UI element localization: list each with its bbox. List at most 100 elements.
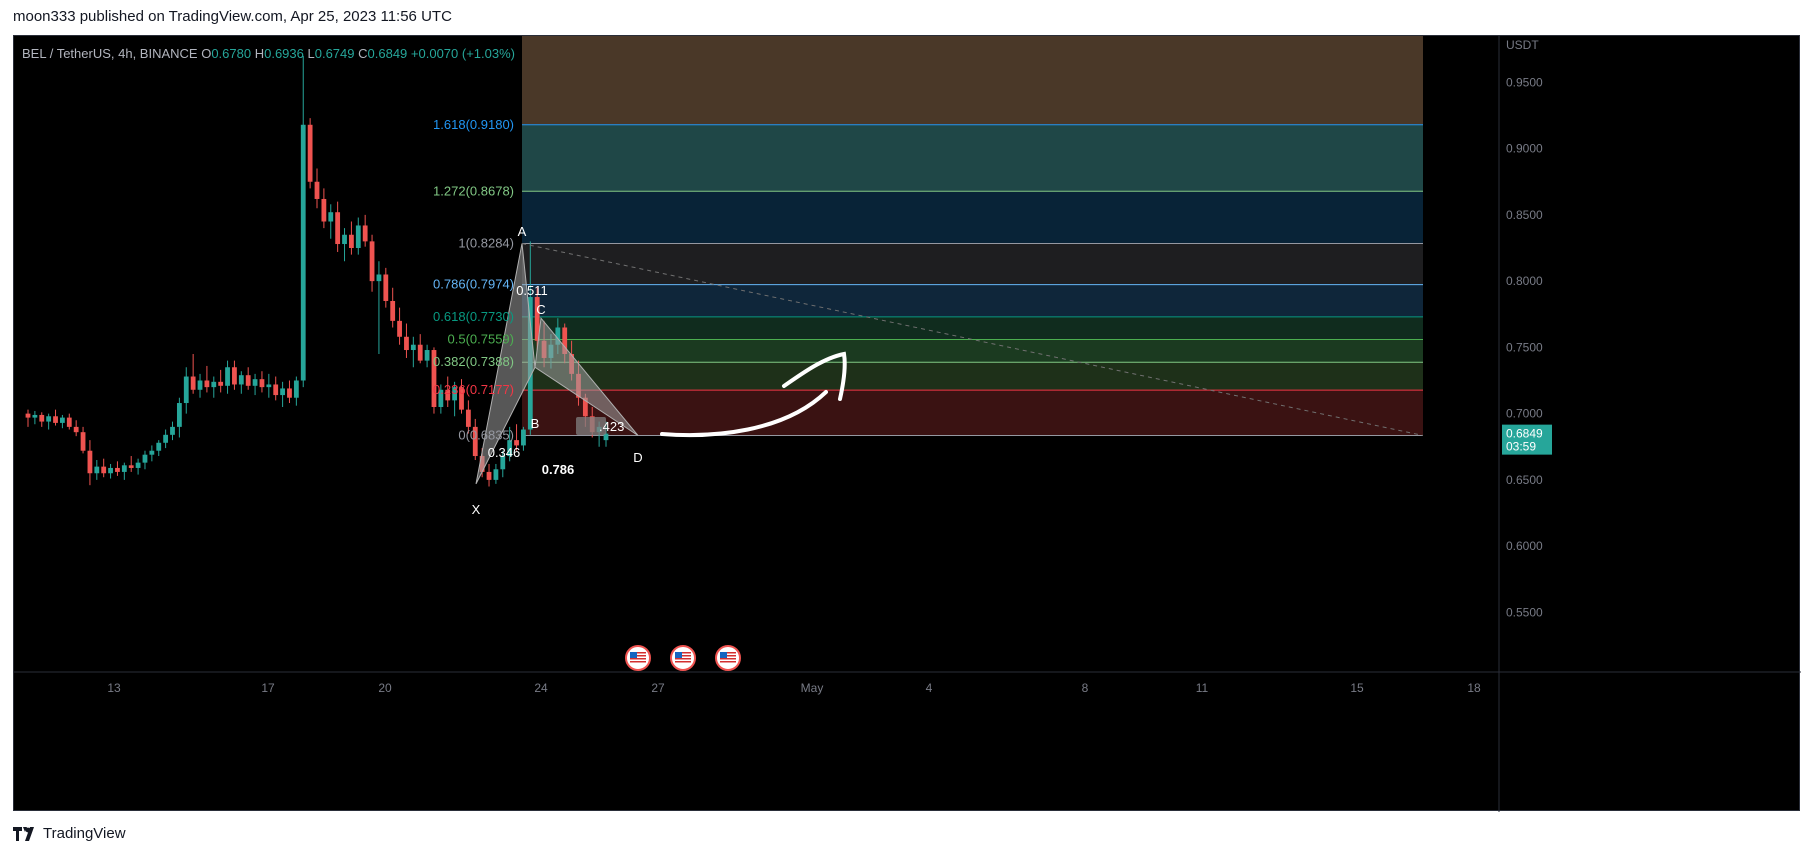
candle-body bbox=[314, 181, 320, 199]
bar-countdown: 03:59 bbox=[1506, 440, 1536, 454]
candle-body bbox=[300, 124, 306, 381]
candle bbox=[142, 450, 148, 470]
time-tick-label: 18 bbox=[1467, 681, 1481, 695]
fib-lines bbox=[522, 124, 1423, 436]
price-tick-label: 0.9000 bbox=[1506, 142, 1543, 156]
candle bbox=[369, 234, 375, 292]
candle-body bbox=[410, 344, 416, 351]
time-axis: 13 17 20 24 27 May 4 8 11 15 18 bbox=[14, 671, 1801, 695]
candle bbox=[108, 463, 113, 479]
candle-body bbox=[383, 274, 389, 301]
candle-body bbox=[335, 212, 341, 245]
candle bbox=[534, 287, 540, 351]
us-flag-event-icon[interactable] bbox=[625, 645, 651, 671]
candle-body bbox=[328, 212, 334, 222]
candle-body bbox=[197, 380, 203, 390]
candle-body bbox=[355, 225, 361, 248]
time-tick-label: May bbox=[801, 681, 824, 695]
candle-body bbox=[349, 234, 354, 248]
candle bbox=[390, 287, 396, 328]
candle-body bbox=[156, 442, 162, 451]
candle-body bbox=[287, 388, 292, 398]
fib-level-label: 0.236(0.7177) bbox=[433, 382, 514, 397]
last-price-badge bbox=[1502, 424, 1552, 455]
candle-body bbox=[39, 414, 45, 422]
candle-body bbox=[46, 416, 52, 422]
chart-svg[interactable]: 1.618(0.9180) 1.272(0.8678) 1(0.8284) 0.786… bbox=[14, 36, 1801, 812]
price-tick-label: 0.7500 bbox=[1506, 340, 1543, 354]
candle-body bbox=[321, 198, 327, 222]
candle-body bbox=[101, 466, 107, 474]
candle bbox=[445, 376, 451, 407]
footer: TradingView bbox=[13, 825, 126, 842]
candle bbox=[197, 373, 203, 398]
change-value: +0.0070 (+1.03%) bbox=[410, 46, 515, 61]
time-tick-label: 20 bbox=[378, 681, 392, 695]
fib-level-label: 1(0.8284) bbox=[458, 235, 514, 250]
candle-body bbox=[307, 124, 313, 182]
time-tick-label: 27 bbox=[651, 681, 665, 695]
candle-body bbox=[514, 440, 519, 446]
candle-body bbox=[404, 336, 409, 351]
candle-body bbox=[438, 389, 444, 407]
us-flag-event-icon[interactable] bbox=[670, 645, 696, 671]
candle bbox=[493, 463, 499, 484]
candle bbox=[238, 371, 244, 394]
us-flag-stripe bbox=[720, 652, 736, 654]
candle-body bbox=[259, 379, 265, 388]
candle-body bbox=[170, 426, 175, 435]
candle bbox=[465, 400, 471, 434]
tradingview-logo-icon bbox=[13, 826, 34, 841]
fib-zone bbox=[522, 316, 1423, 340]
candle-body bbox=[176, 403, 182, 427]
candle-body bbox=[80, 432, 86, 451]
candle-body bbox=[493, 469, 499, 480]
candle bbox=[266, 373, 272, 398]
us-flag-stripe bbox=[630, 652, 646, 654]
fib-level-label: 0(0.6835) bbox=[458, 427, 514, 442]
chart-area[interactable]: 1.618(0.9180) 1.272(0.8678) 1(0.8284) 0.786… bbox=[13, 35, 1801, 812]
candle bbox=[417, 334, 423, 364]
us-flag-event-icon[interactable] bbox=[715, 645, 741, 671]
symbol-legend[interactable]: BEL / TetherUS, 4h, BINANCE O0.6780 H0.6… bbox=[22, 46, 515, 61]
us-flag-stripe bbox=[720, 658, 736, 660]
candle bbox=[204, 365, 210, 393]
candle-body bbox=[459, 387, 464, 410]
time-tick-label: 8 bbox=[1082, 681, 1089, 695]
candle bbox=[280, 381, 285, 407]
candle bbox=[438, 384, 444, 414]
pattern-ratio: 0.511 bbox=[516, 283, 548, 298]
candle bbox=[121, 462, 127, 480]
candle bbox=[53, 409, 58, 426]
candle bbox=[80, 426, 86, 454]
candle-body bbox=[555, 327, 561, 345]
candle-body bbox=[562, 327, 568, 354]
candle bbox=[328, 204, 334, 239]
candle bbox=[252, 373, 258, 396]
candle bbox=[60, 414, 65, 429]
candle-body bbox=[149, 450, 155, 455]
fib-zone bbox=[522, 124, 1423, 192]
candle-body bbox=[376, 274, 382, 282]
us-flag-stripe bbox=[720, 661, 736, 663]
fib-zone bbox=[522, 362, 1423, 391]
candle-body bbox=[238, 375, 244, 385]
candle-body bbox=[190, 376, 196, 390]
candle bbox=[32, 410, 38, 425]
time-tick-label: 15 bbox=[1350, 681, 1364, 695]
candle-body bbox=[293, 380, 299, 398]
candle bbox=[355, 217, 361, 255]
candle-body bbox=[204, 380, 210, 388]
annotations bbox=[660, 351, 847, 438]
candle bbox=[431, 347, 437, 414]
candle bbox=[383, 267, 389, 308]
candle bbox=[66, 413, 72, 430]
us-flag-stripe bbox=[720, 655, 736, 657]
candle-body bbox=[108, 467, 113, 474]
candle bbox=[149, 445, 155, 462]
last-price-label: 0.6849 bbox=[1506, 427, 1543, 441]
candle bbox=[486, 463, 492, 487]
candle-body bbox=[521, 429, 526, 446]
candle bbox=[452, 381, 458, 417]
candle-body bbox=[183, 376, 189, 404]
